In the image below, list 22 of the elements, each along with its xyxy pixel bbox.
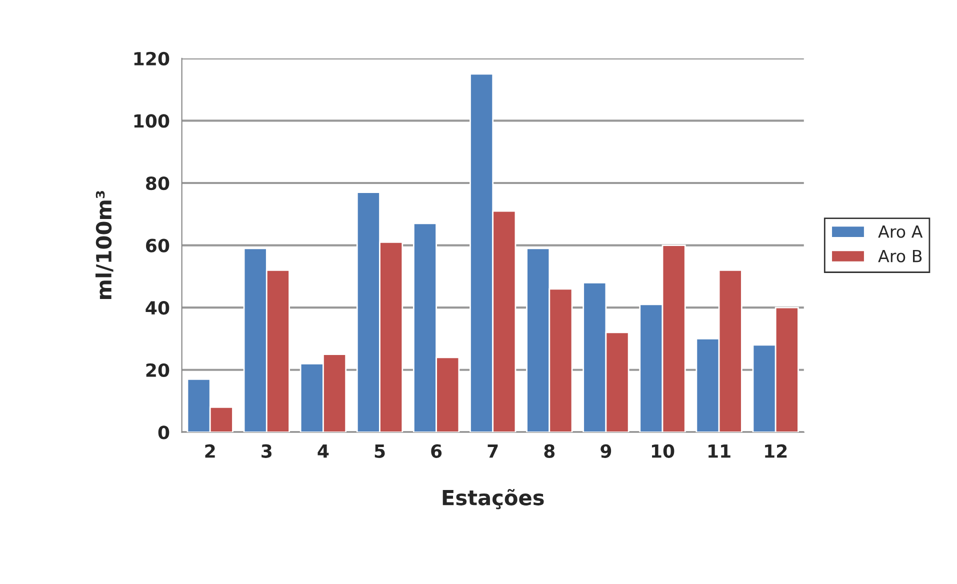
y-tick-label: 40 <box>146 301 170 315</box>
x-tick-label: 7 <box>488 444 498 458</box>
y-tick-label: 0 <box>158 426 170 440</box>
y-tick-label: 20 <box>146 363 170 377</box>
y-tick-label: 100 <box>134 114 170 128</box>
x-tick-label: 3 <box>262 444 272 458</box>
y-axis-title: ml/100m³ <box>96 191 114 299</box>
x-tick-label: 4 <box>318 444 329 458</box>
x-tick-label: 5 <box>374 444 385 458</box>
y-tick-label: 80 <box>146 176 170 190</box>
x-axis-title: Estações <box>442 488 544 510</box>
x-tick-label: 11 <box>708 444 730 458</box>
x-tick-label: 9 <box>600 444 612 458</box>
legend-label: Aro A <box>878 225 923 238</box>
x-tick-label: 2 <box>205 444 215 458</box>
x-tick-label: 12 <box>765 444 787 458</box>
x-tick-label: 6 <box>431 444 442 458</box>
legend-label: Aro B <box>878 250 922 262</box>
y-tick-label: 60 <box>146 238 170 252</box>
y-tick-label: 120 <box>134 52 170 66</box>
x-tick-label: 8 <box>544 444 555 458</box>
x-tick-label: 10 <box>652 444 674 458</box>
